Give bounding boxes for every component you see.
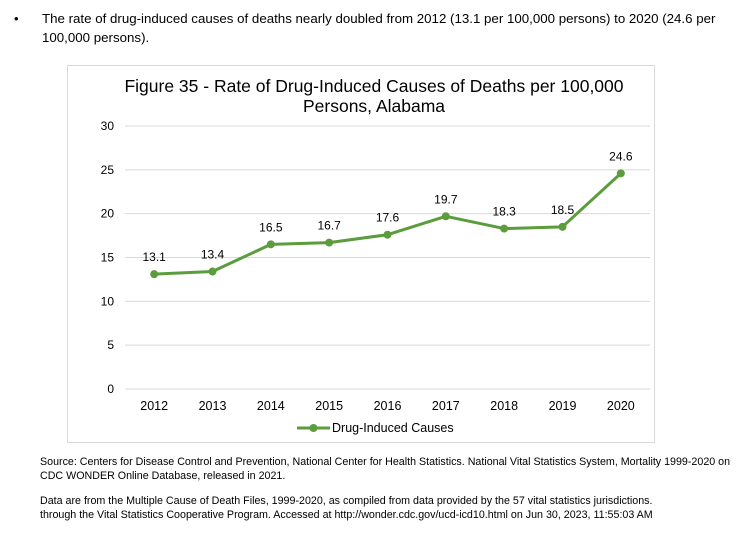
x-tick-label: 2017 [432, 399, 460, 413]
x-tick-label: 2016 [374, 399, 402, 413]
data-point [383, 230, 392, 239]
x-tick-label: 2012 [140, 399, 168, 413]
data-label: 16.5 [259, 220, 283, 234]
data-label: 24.6 [609, 149, 633, 163]
summary-text: The rate of drug-induced causes of death… [42, 11, 716, 45]
data-note-line2: through the Vital Statistics Cooperative… [40, 509, 653, 521]
data-point [325, 238, 334, 247]
x-tick-label: 2019 [549, 399, 577, 413]
legend-swatch-marker [309, 424, 318, 432]
data-point [441, 212, 450, 221]
data-label: 13.1 [142, 250, 166, 264]
data-point [558, 222, 567, 231]
source-citation: Source: Centers for Disease Control and … [40, 456, 731, 482]
x-tick-label: 2013 [199, 399, 227, 413]
y-tick-label: 25 [101, 163, 115, 177]
y-tick-label: 20 [101, 207, 115, 221]
x-tick-label: 2014 [257, 399, 285, 413]
chart-title-line2: Persons, Alabama [303, 96, 445, 116]
data-label: 17.6 [376, 211, 400, 225]
data-label: 18.3 [492, 205, 516, 219]
x-tick-label: 2018 [490, 399, 518, 413]
data-point [208, 267, 217, 276]
legend-label: Drug-Induced Causes [332, 421, 454, 435]
y-tick-label: 30 [101, 119, 115, 133]
data-label: 18.5 [551, 203, 575, 217]
y-tick-label: 5 [107, 338, 114, 352]
data-point [150, 270, 159, 279]
data-note: Data are from the Multiple Cause of Deat… [40, 494, 750, 522]
data-label: 19.7 [434, 192, 458, 206]
x-tick-label: 2020 [607, 399, 635, 413]
data-label: 16.7 [317, 219, 341, 233]
data-point [500, 224, 509, 233]
x-tick-label: 2015 [315, 399, 343, 413]
data-note-line1: Data are from the Multiple Cause of Deat… [40, 495, 653, 507]
data-point [616, 169, 625, 178]
y-tick-label: 0 [107, 382, 114, 396]
y-tick-label: 15 [101, 251, 115, 265]
data-point [266, 240, 275, 249]
chart-frame [67, 65, 655, 443]
y-tick-label: 10 [101, 294, 115, 308]
bullet-marker: • [14, 11, 19, 26]
chart-title-line1: Figure 35 - Rate of Drug-Induced Causes … [124, 76, 623, 96]
data-label: 13.4 [201, 248, 225, 262]
